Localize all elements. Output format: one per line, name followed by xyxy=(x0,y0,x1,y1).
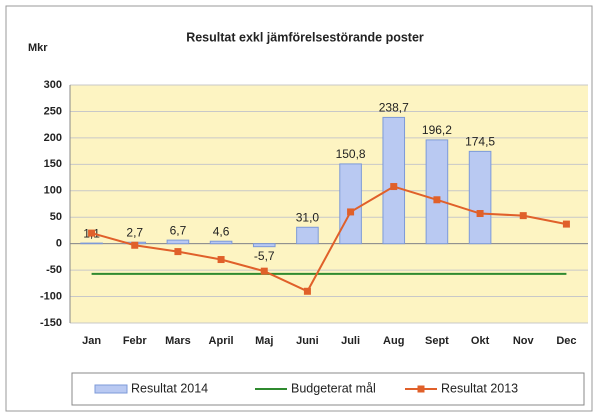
x-tick-label: Nov xyxy=(513,335,535,347)
plot-area xyxy=(70,85,588,323)
y-tick-label: 100 xyxy=(44,185,62,197)
legend-label: Resultat 2013 xyxy=(441,381,518,395)
marker xyxy=(174,248,182,256)
data-label: 31,0 xyxy=(296,210,320,224)
marker xyxy=(260,267,268,275)
chart-title: Resultat exkl jämförelsestörande poster xyxy=(186,30,424,44)
data-label: -5,7 xyxy=(254,249,275,263)
marker xyxy=(131,241,139,249)
data-label: 196,2 xyxy=(422,123,452,137)
y-tick-label: 250 xyxy=(44,105,62,117)
data-label: 174,5 xyxy=(465,135,495,149)
marker xyxy=(88,229,96,237)
y-tick-label: -150 xyxy=(40,317,62,329)
y-tick-label: 150 xyxy=(44,158,62,170)
x-tick-label: Jan xyxy=(82,335,101,347)
x-tick-label: Juli xyxy=(341,335,360,347)
marker xyxy=(347,208,355,216)
bar xyxy=(425,139,449,245)
data-label: 238,7 xyxy=(379,101,409,115)
marker xyxy=(217,256,225,264)
x-tick-label: Dec xyxy=(556,335,576,347)
data-label: 4,6 xyxy=(213,224,230,238)
bar xyxy=(252,243,276,248)
legend-marker xyxy=(417,385,425,393)
x-tick-label: Aug xyxy=(383,335,404,347)
x-tick-label: Febr xyxy=(123,335,148,347)
marker xyxy=(303,287,311,295)
y-tick-label: 300 xyxy=(44,79,62,91)
legend-swatch xyxy=(94,384,128,394)
data-label: 2,7 xyxy=(126,225,143,239)
x-tick-label: Sept xyxy=(425,335,449,347)
y-tick-label: 0 xyxy=(56,238,62,250)
x-tick-label: Mars xyxy=(165,335,191,347)
marker xyxy=(562,220,570,228)
y-tick-label: -100 xyxy=(40,290,62,302)
bar xyxy=(166,239,190,245)
y-tick-label: 200 xyxy=(44,132,62,144)
bar xyxy=(209,240,233,245)
x-tick-label: Okt xyxy=(471,335,490,347)
y-axis-label: Mkr xyxy=(28,42,48,54)
legend-label: Budgeterat mål xyxy=(291,381,376,395)
marker xyxy=(476,210,484,218)
y-tick-label: -50 xyxy=(46,264,62,276)
x-tick-label: Juni xyxy=(296,335,319,347)
data-label: 150,8 xyxy=(336,147,366,161)
line xyxy=(91,185,567,293)
x-tick-label: Maj xyxy=(255,335,273,347)
x-tick-label: April xyxy=(209,335,234,347)
marker xyxy=(390,183,398,191)
legend-label: Resultat 2014 xyxy=(131,381,208,395)
marker xyxy=(519,212,527,220)
legend-box xyxy=(71,372,585,406)
bar xyxy=(468,150,492,245)
bar xyxy=(296,226,319,245)
marker xyxy=(433,196,441,204)
y-tick-label: 50 xyxy=(50,211,62,223)
bar xyxy=(382,116,406,245)
data-label: 6,7 xyxy=(170,223,187,237)
bar xyxy=(80,242,103,245)
bar xyxy=(339,163,362,245)
